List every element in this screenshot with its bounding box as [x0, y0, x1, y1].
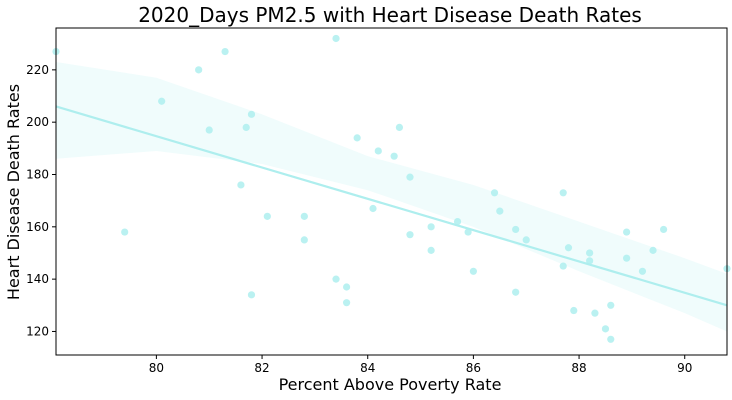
x-tick-label: 88 [571, 361, 586, 375]
x-tick-label: 90 [677, 361, 692, 375]
plot-frame [55, 27, 728, 356]
scatter-point [607, 335, 615, 343]
scatter-point [490, 189, 499, 197]
scatter-point [300, 236, 308, 244]
x-tick-label: 86 [466, 361, 481, 375]
x-tick-label: 80 [149, 361, 164, 375]
scatter-point [237, 181, 245, 189]
scatter-point [496, 207, 504, 215]
scatter-point [247, 110, 256, 118]
scatter-point [564, 244, 573, 252]
scatter-point [591, 309, 599, 317]
scatter-point [659, 225, 668, 234]
scatter-point [601, 325, 610, 333]
chart-title: 2020_Days PM2.5 with Heart Disease Death… [138, 3, 642, 27]
scatter-point [427, 246, 435, 254]
scatter-point [623, 254, 631, 262]
scatter-point [353, 134, 361, 142]
y-tick-label: 200 [26, 115, 49, 129]
scatter-point [559, 262, 567, 270]
scatter-point [242, 123, 250, 132]
scatter-point [342, 299, 351, 307]
confidence-band [56, 62, 727, 332]
y-tick-label: 180 [26, 167, 49, 181]
scatter-point [205, 126, 213, 134]
scatter-point [332, 275, 340, 283]
scatter-point [374, 147, 382, 155]
scatter-point [512, 288, 520, 296]
scatter-point [158, 97, 166, 105]
scatter-point [559, 189, 567, 197]
x-axis-label: Percent Above Poverty Rate [279, 375, 502, 394]
y-tick-label: 140 [26, 272, 49, 286]
scatter-point [332, 34, 340, 43]
regression-line [55, 105, 728, 307]
scatter-point [623, 228, 631, 236]
scatter-point [649, 246, 657, 254]
y-tick-label: 220 [26, 63, 49, 77]
y-tick-label: 120 [26, 324, 49, 338]
scatter-point [342, 283, 351, 291]
plot-area: 80 82 84 86 88 90 120 140 160 180 200 220 [26, 27, 731, 375]
x-tick-label: 82 [254, 361, 269, 375]
y-axis-label: Heart Disease Death Rates [4, 84, 23, 300]
scatter-point [390, 152, 398, 160]
scatter-point [586, 257, 594, 265]
scatter-point [395, 123, 404, 132]
scatter-point [427, 223, 435, 231]
scatter-point [263, 212, 271, 220]
scatter-point [512, 225, 520, 234]
scatter-point [406, 231, 414, 239]
scatter-point [195, 66, 203, 74]
scatter-point [300, 212, 308, 220]
scatter-point [522, 236, 530, 244]
scatter-point [570, 306, 578, 315]
scatter-point [638, 267, 647, 275]
scatter-point [453, 217, 462, 226]
scatter-point [121, 228, 129, 236]
scatter-point [607, 301, 615, 309]
scatter-point [469, 267, 477, 275]
y-tick-label: 160 [26, 220, 49, 234]
x-tick-label: 84 [360, 361, 375, 375]
scatter-point [586, 249, 594, 257]
scatter-point [369, 204, 377, 213]
scatter-point [247, 291, 256, 299]
scatter-point [406, 173, 414, 181]
scatter-point [221, 47, 229, 56]
